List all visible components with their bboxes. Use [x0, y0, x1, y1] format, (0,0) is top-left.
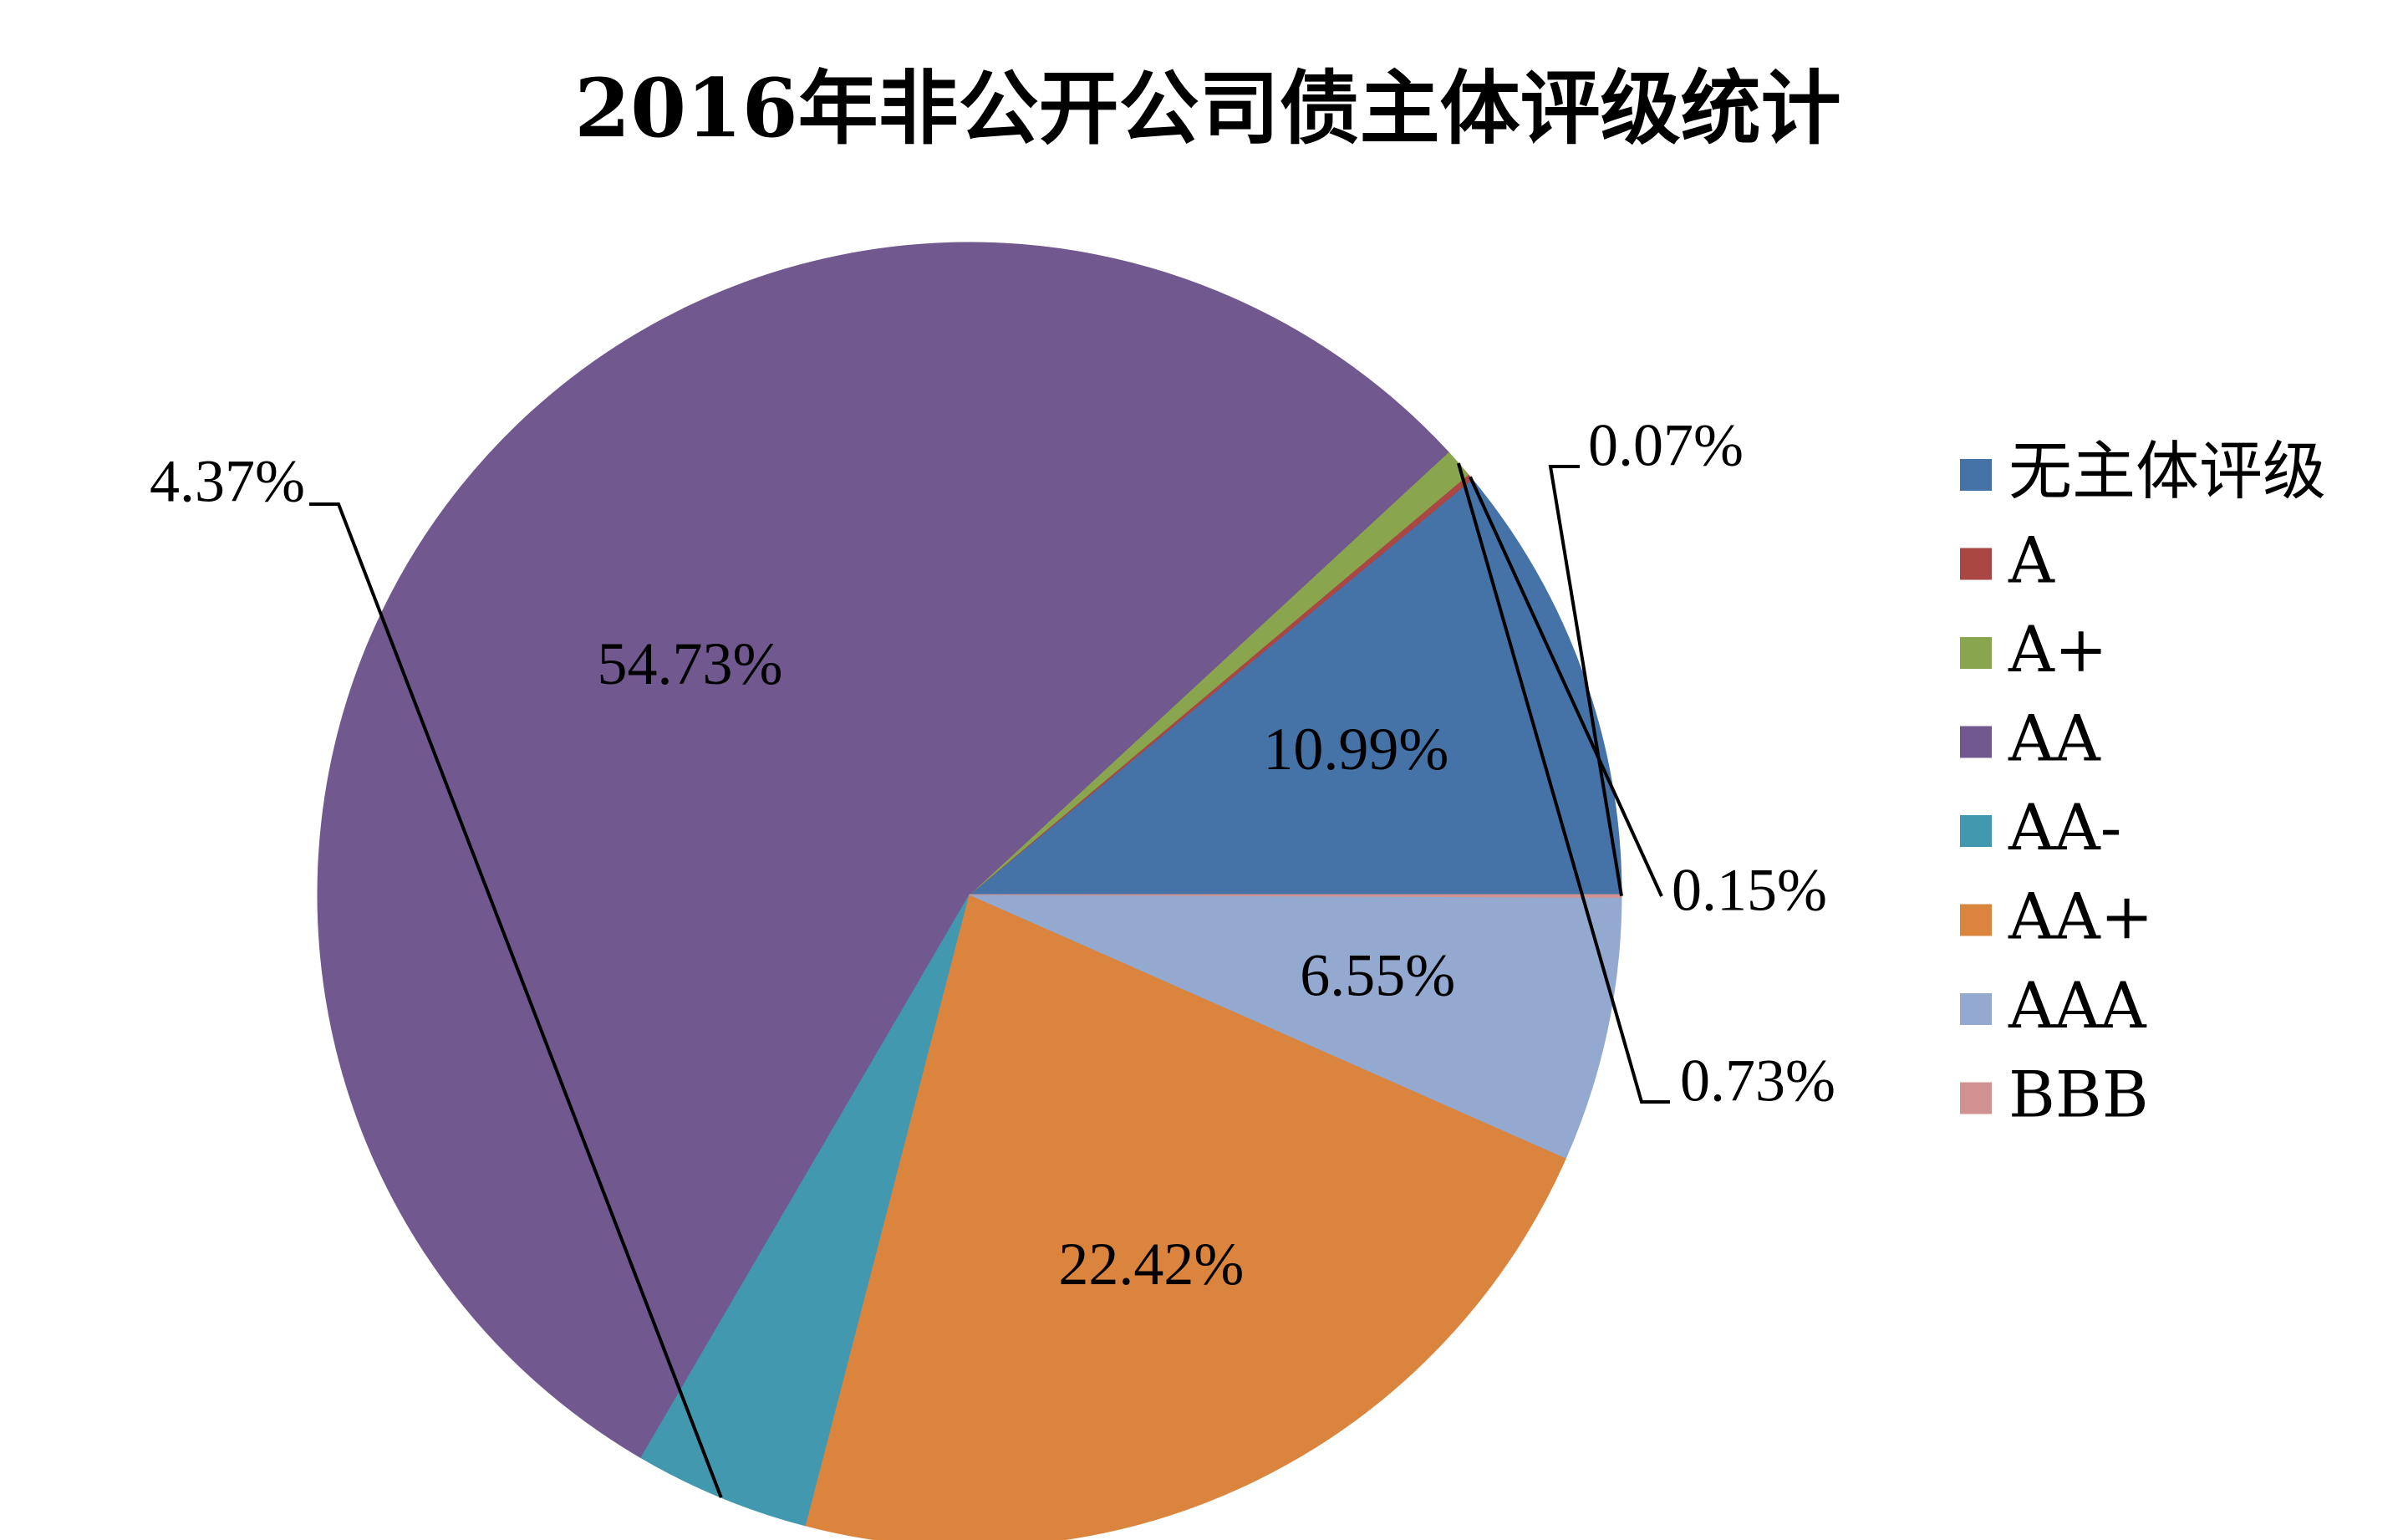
- pie-slice-aaa: [969, 894, 1622, 1159]
- data-label-aa-plus: 22.42%: [1058, 1231, 1244, 1298]
- legend-swatch-aa: [1960, 726, 1992, 758]
- data-label-a: 0.15%: [1672, 857, 1827, 924]
- data-label-unrated: 10.99%: [1263, 716, 1448, 783]
- pie-slice-unrated: [968, 478, 1622, 895]
- leader-lines: [309, 462, 1670, 1498]
- legend-swatch-unrated: [1960, 459, 1992, 491]
- data-label-aa: 54.73%: [598, 630, 783, 697]
- legend-swatch-aaa: [1960, 993, 1992, 1025]
- leader-line-a: [1469, 476, 1663, 897]
- legend-label-aa-minus: AA-: [2008, 790, 2121, 864]
- legend-label-a: A: [2008, 523, 2055, 598]
- data-label-aa-minus: 4.37%: [150, 448, 305, 515]
- pie-slice-aa-plus: [805, 894, 1567, 1540]
- data-label-aaa: 6.55%: [1300, 942, 1455, 1009]
- legend-label-a-plus: A+: [2008, 612, 2108, 686]
- legend-label-unrated: 无主体评级: [2008, 434, 2326, 508]
- legend-label-bbb: BBB: [2008, 1058, 2149, 1132]
- legend-swatch-bbb: [1960, 1082, 1992, 1114]
- legend-label-aaa: AAA: [2008, 968, 2147, 1043]
- legend-label-aa: AA: [2008, 701, 2101, 776]
- legend-swatch-aa-plus: [1960, 904, 1992, 936]
- legend-swatch-aa-minus: [1960, 815, 1992, 847]
- pie-slice-aa: [317, 242, 1449, 1459]
- leader-line-a-plus: [1457, 462, 1670, 1104]
- data-labels: 10.99% 0.15% 0.73% 54.73% 4.37% 22.42% 6.55% 0.…: [150, 412, 1835, 1298]
- legend-swatch-a: [1960, 548, 1992, 580]
- leader-line-aa-minus: [309, 502, 723, 1498]
- pie-slice-aa-minus: [640, 894, 970, 1527]
- legend-label-aa-plus: AA+: [2008, 880, 2153, 954]
- data-label-bbb: 0.07%: [1588, 412, 1744, 479]
- leader-line-bbb: [1548, 465, 1623, 897]
- chart-title: 2016年非公开公司债主体评级统计: [574, 61, 1840, 156]
- pie-slices: [317, 242, 1622, 1540]
- legend-swatch-a-plus: [1960, 637, 1992, 669]
- data-label-a-plus: 0.73%: [1680, 1048, 1835, 1114]
